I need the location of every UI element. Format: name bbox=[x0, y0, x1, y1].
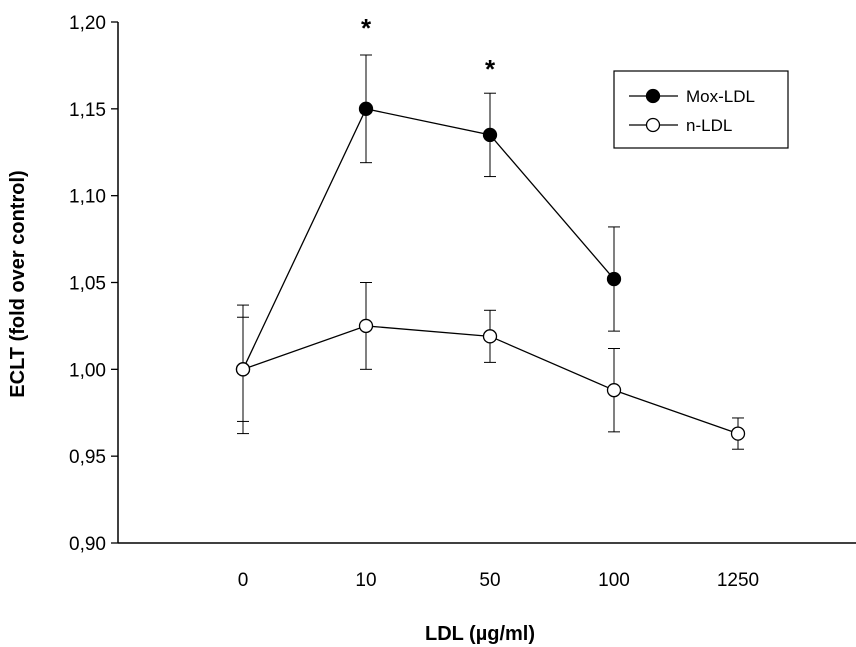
data-point bbox=[606, 271, 622, 287]
significance-marker: * bbox=[361, 13, 372, 43]
x-axis-title: LDL (µg/ml) bbox=[425, 623, 535, 645]
significance-marker: * bbox=[485, 54, 496, 84]
x-tick-label: 1250 bbox=[717, 570, 759, 591]
data-point bbox=[482, 329, 498, 344]
data-point bbox=[235, 362, 251, 377]
x-tick-label: 0 bbox=[238, 570, 249, 591]
legend-label-n-ldl: n-LDL bbox=[686, 116, 732, 135]
legend: Mox-LDL n-LDL bbox=[613, 70, 789, 149]
y-axis-ticks: 0,90 0,95 1,00 1,05 1,10 1,15 1,20 bbox=[69, 13, 118, 555]
y-tick-label: 1,05 bbox=[69, 274, 106, 295]
series-layer bbox=[235, 54, 746, 450]
y-tick-label: 0,95 bbox=[69, 447, 106, 468]
series-mox-ldl bbox=[235, 54, 622, 422]
annotations: ** bbox=[361, 13, 496, 84]
series-line bbox=[242, 108, 615, 370]
x-axis-ticks: 0 10 50 100 1250 bbox=[238, 570, 759, 591]
series-n-ldl bbox=[235, 282, 746, 450]
x-tick-label: 100 bbox=[598, 570, 630, 591]
data-point bbox=[358, 318, 374, 334]
x-tick-label: 10 bbox=[355, 570, 376, 591]
y-tick-label: 1,00 bbox=[69, 360, 106, 381]
data-point bbox=[730, 426, 746, 441]
data-point bbox=[606, 383, 622, 398]
legend-box bbox=[613, 70, 789, 149]
legend-marker-n-ldl bbox=[645, 117, 661, 133]
y-axis-title: ECLT (fold over control) bbox=[7, 170, 29, 397]
data-point bbox=[482, 127, 498, 143]
y-tick-label: 1,15 bbox=[69, 100, 106, 121]
x-tick-label: 50 bbox=[479, 570, 500, 591]
y-tick-label: 1,10 bbox=[69, 187, 106, 208]
legend-label-mox-ldl: Mox-LDL bbox=[686, 87, 755, 106]
y-tick-label: 0,90 bbox=[69, 534, 106, 555]
data-point bbox=[358, 101, 374, 116]
y-tick-label: 1,20 bbox=[69, 13, 106, 34]
legend-marker-mox-ldl bbox=[645, 88, 661, 104]
